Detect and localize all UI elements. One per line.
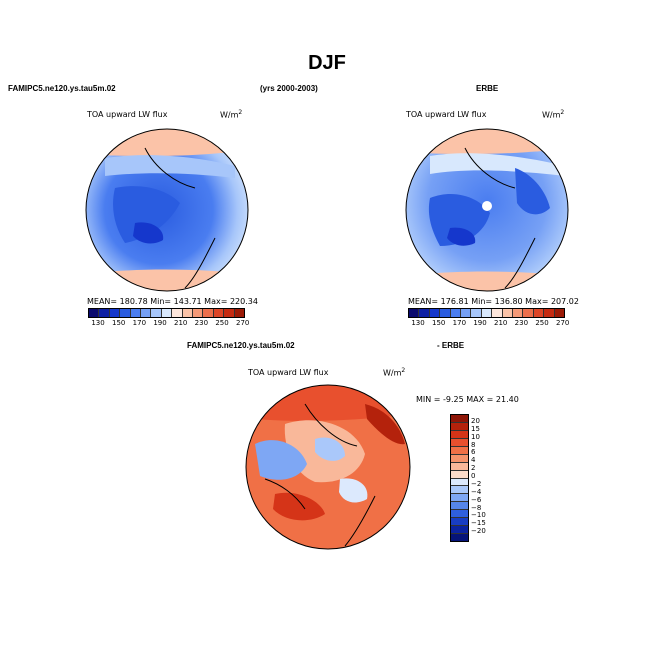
colorbar-tick-label: 230 [514,319,529,327]
colorbar-swatch [151,309,162,317]
colorbar-tick-label: 8 [471,440,476,449]
colorbar-swatch [450,309,462,317]
diff-polar-map [245,384,411,550]
colorbar-tick-label: 20 [471,416,480,425]
obs-variable-label: TOA upward LW flux [406,110,487,119]
colorbar-swatch [513,309,524,317]
colorbar-tick-label: −15 [471,519,486,528]
colorbar-tick-label: 210 [494,319,508,327]
colorbar-tick-label: 150 [432,319,446,327]
obs-stats: MEAN= 176.81 Min= 136.80 Max= 207.02 [408,297,579,306]
colorbar-swatch [120,309,131,317]
colorbar-swatch [533,309,545,317]
colorbar-swatch [451,502,468,511]
colorbar-swatch [544,309,555,317]
colorbar-tick-label: 270 [236,319,250,327]
colorbar-swatch [99,309,110,317]
figure-title: DJF [308,52,346,74]
colorbar-swatch [471,309,482,317]
colorbar-tick-label: −6 [471,495,482,504]
colorbar-swatch [523,309,534,317]
model-case-name: FAMIPC5.ne120.ys.tau5m.02 [8,84,116,93]
obs-polar-map [405,128,569,292]
colorbar-swatch [451,446,468,455]
colorbar-swatch [224,309,235,317]
colorbar-swatch [451,470,468,479]
colorbar-swatch [161,309,173,317]
colorbar-swatch [130,309,142,317]
colorbar-tick-label: −2 [471,479,482,488]
colorbar-swatch [492,309,503,317]
diff-colorbar [450,414,469,542]
diff-units-label: W/m2 [383,367,406,378]
colorbar-tick-label: 250 [215,319,229,327]
colorbar-swatch [451,534,468,541]
colorbar-swatch [141,309,152,317]
colorbar-swatch [554,309,565,317]
colorbar-swatch [419,309,430,317]
colorbar-tick-label: 130 [91,319,105,327]
colorbar-swatch [193,309,204,317]
colorbar-tick-label: 210 [174,319,188,327]
colorbar-swatch [234,309,245,317]
colorbar-tick-label: 270 [556,319,570,327]
colorbar-swatch [451,422,468,431]
obs-units-label: W/m2 [542,109,565,120]
colorbar-tick-label: −4 [471,487,482,496]
model-units-label: W/m2 [220,109,243,120]
colorbar-swatch [213,309,225,317]
colorbar-swatch [451,518,468,527]
colorbar-tick-label: 6 [471,448,476,457]
colorbar-swatch [451,510,468,519]
colorbar-tick-label: 130 [411,319,425,327]
colorbar-swatch [409,309,420,317]
colorbar-tick-label: −10 [471,511,486,520]
colorbar-swatch [481,309,493,317]
colorbar-swatch [440,309,451,317]
colorbar-swatch [109,309,121,317]
colorbar-swatch [172,309,183,317]
obs-colorbar [408,308,565,318]
model-colorbar [88,308,245,318]
colorbar-swatch [451,454,468,463]
diff-min-max: MIN = -9.25 MAX = 21.40 [416,395,519,404]
colorbar-swatch [89,309,100,317]
colorbar-tick-label: 170 [452,319,467,327]
colorbar-tick-label: 150 [112,319,126,327]
colorbar-swatch [451,415,468,423]
obs-dataset-name: ERBE [476,84,499,93]
diff-variable-label: TOA upward LW flux [248,368,329,377]
pole-missing-data-marker [482,201,492,211]
colorbar-tick-label: 230 [194,319,209,327]
colorbar-swatch [429,309,441,317]
model-variable-label: TOA upward LW flux [87,110,168,119]
colorbar-tick-label: 4 [471,456,476,465]
colorbar-tick-label: 170 [132,319,147,327]
diff-case-name: FAMIPC5.ne120.ys.tau5m.02 [187,341,295,350]
colorbar-swatch [203,309,214,317]
colorbar-swatch [502,309,514,317]
colorbar-tick-label: 10 [471,432,480,441]
colorbar-swatch [451,430,468,439]
colorbar-tick-label: 15 [471,424,480,433]
colorbar-tick-label: −20 [471,527,486,536]
colorbar-tick-label: −8 [471,503,482,512]
colorbar-swatch [451,526,468,535]
model-polar-map [85,128,249,292]
colorbar-swatch [451,478,468,487]
colorbar-swatch [451,494,468,503]
colorbar-tick-label: 2 [471,464,476,473]
colorbar-swatch [451,438,468,447]
diff-minus-label: - ERBE [437,341,465,350]
colorbar-tick-label: 190 [473,319,487,327]
colorbar-swatch [182,309,194,317]
colorbar-swatch [461,309,472,317]
model-years-label: (yrs 2000-2003) [260,84,318,93]
colorbar-tick-label: 190 [153,319,167,327]
colorbar-swatch [451,486,468,495]
colorbar-tick-label: 0 [471,472,476,480]
model-stats: MEAN= 180.78 Min= 143.71 Max= 220.34 [87,297,258,306]
colorbar-swatch [451,462,468,471]
colorbar-tick-label: 250 [535,319,549,327]
